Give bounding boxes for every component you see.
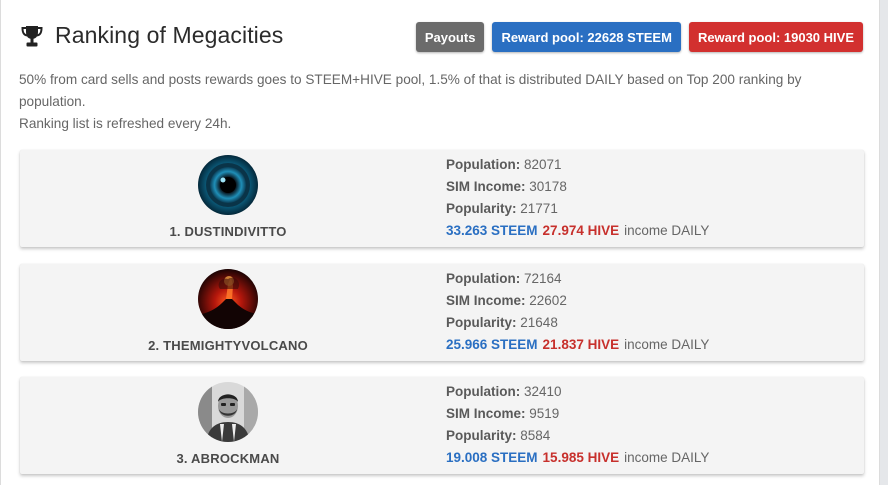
income-daily-label: income DAILY	[624, 450, 710, 465]
avatar[interactable]	[198, 382, 258, 442]
ranking-card[interactable]: 1. DUSTINDIVITTO Population: 82071 SIM I…	[20, 150, 864, 247]
steem-income: 33.263 STEEM	[446, 223, 538, 238]
popularity-row: Popularity: 8584	[446, 427, 709, 449]
population-row: Population: 82071	[446, 156, 709, 178]
steem-income: 25.966 STEEM	[446, 337, 538, 352]
city-stats: Population: 82071 SIM Income: 30178 Popu…	[446, 156, 709, 244]
population-row: Population: 72164	[446, 270, 709, 292]
daily-income-row: 19.008 STEEM 15.985 HIVE income DAILY	[446, 449, 709, 471]
sim-income-row: SIM Income: 30178	[446, 178, 709, 200]
popularity-value: 21648	[520, 315, 558, 330]
population-value: 72164	[524, 271, 562, 286]
city-name[interactable]: 1. DUSTINDIVITTO	[169, 224, 287, 239]
popularity-value: 8584	[520, 428, 551, 443]
daily-income-row: 33.263 STEEM 27.974 HIVE income DAILY	[446, 222, 709, 244]
population-value: 82071	[524, 157, 562, 172]
city-stats: Population: 32410 SIM Income: 9519 Popul…	[446, 383, 709, 471]
ranking-card[interactable]: 3. ABROCKMAN Population: 32410 SIM Incom…	[20, 377, 864, 474]
sim-income-label: SIM Income:	[446, 293, 526, 308]
sim-income-row: SIM Income: 22602	[446, 292, 709, 314]
sim-income-value: 22602	[529, 293, 567, 308]
page-title: Ranking of Megacities	[55, 22, 284, 48]
description-refresh-info: Ranking list is refreshed every 24h.	[19, 116, 232, 131]
population-value: 32410	[524, 384, 562, 399]
sim-income-label: SIM Income:	[446, 179, 526, 194]
person-avatar-icon	[198, 382, 258, 442]
hive-income: 15.985 HIVE	[542, 450, 620, 465]
ranking-card[interactable]: 2. THEMIGHTYVOLCANO Population: 72164 SI…	[20, 264, 864, 361]
city-identity: 2. THEMIGHTYVOLCANO	[20, 264, 436, 361]
city-identity: 3. ABROCKMAN	[20, 377, 436, 474]
city-name[interactable]: 3. ABROCKMAN	[176, 451, 280, 466]
sim-income-value: 30178	[529, 179, 567, 194]
ranking-description: 50% from card sells and posts rewards go…	[19, 69, 849, 135]
popularity-value: 21771	[520, 201, 558, 216]
income-daily-label: income DAILY	[624, 337, 710, 352]
sim-income-label: SIM Income:	[446, 406, 526, 421]
popularity-label: Popularity:	[446, 315, 517, 330]
hive-income: 27.974 HIVE	[542, 223, 620, 238]
daily-income-row: 25.966 STEEM 21.837 HIVE income DAILY	[446, 336, 709, 358]
steem-income: 19.008 STEEM	[446, 450, 538, 465]
header-buttons: Payouts Reward pool: 22628 STEEM Reward …	[415, 22, 863, 52]
avatar[interactable]	[198, 269, 258, 329]
popularity-row: Popularity: 21648	[446, 314, 709, 336]
eye-avatar-icon	[198, 155, 258, 215]
steem-reward-pool-button[interactable]: Reward pool: 22628 STEEM	[492, 22, 681, 52]
payouts-button[interactable]: Payouts	[415, 22, 485, 52]
page-header: Ranking of Megacities	[19, 22, 283, 49]
volcano-avatar-icon	[198, 269, 258, 329]
population-row: Population: 32410	[446, 383, 709, 405]
popularity-label: Popularity:	[446, 428, 517, 443]
population-label: Population:	[446, 271, 521, 286]
popularity-row: Popularity: 21771	[446, 200, 709, 222]
population-label: Population:	[446, 157, 521, 172]
avatar[interactable]	[198, 155, 258, 215]
sim-income-value: 9519	[529, 406, 560, 421]
popularity-label: Popularity:	[446, 201, 517, 216]
description-pool-info: 50% from card sells and posts rewards go…	[19, 72, 802, 109]
sim-income-row: SIM Income: 9519	[446, 405, 709, 427]
hive-income: 21.837 HIVE	[542, 337, 620, 352]
hive-reward-pool-button[interactable]: Reward pool: 19030 HIVE	[688, 22, 863, 52]
city-identity: 1. DUSTINDIVITTO	[20, 150, 436, 247]
population-label: Population:	[446, 384, 521, 399]
city-stats: Population: 72164 SIM Income: 22602 Popu…	[446, 270, 709, 358]
income-daily-label: income DAILY	[624, 223, 710, 238]
city-name[interactable]: 2. THEMIGHTYVOLCANO	[148, 338, 308, 353]
trophy-icon	[21, 25, 43, 46]
